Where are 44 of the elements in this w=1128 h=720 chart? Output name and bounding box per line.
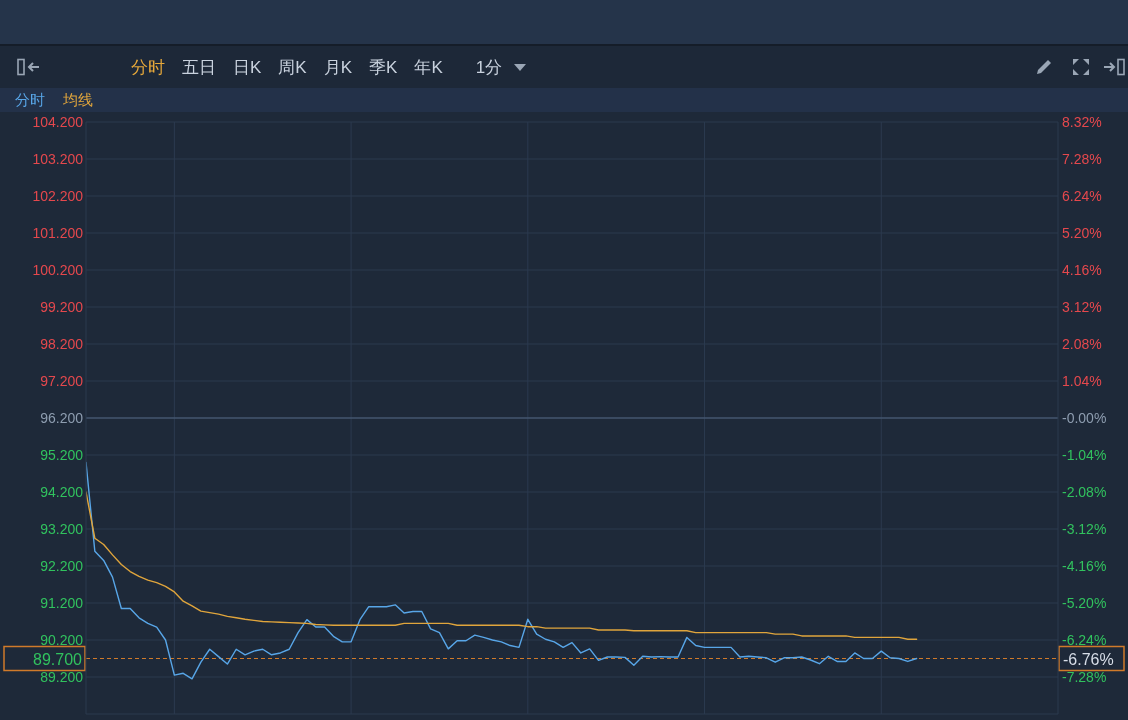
y2-tick-label: 1.04%: [1062, 373, 1102, 389]
y-tick-label: 95.200: [40, 447, 84, 463]
text: 分时: [15, 90, 45, 110]
y-tick-label: 89.200: [40, 669, 84, 685]
y2-tick-label: -7.28%: [1062, 669, 1107, 685]
text: 周K: [278, 56, 307, 79]
text: 分时: [131, 56, 165, 79]
y-tick-label: 93.200: [40, 521, 84, 537]
y2-tick-label: -0.00%: [1062, 410, 1107, 426]
y2-tick-label: -5.20%: [1062, 595, 1107, 611]
y2-tick-label: -4.16%: [1062, 558, 1107, 574]
y2-tick-label: 3.12%: [1062, 299, 1102, 315]
y2-tick-label: 2.08%: [1062, 336, 1102, 352]
y-tick-label: 100.200: [32, 262, 84, 278]
y2-tick-label: -6.24%: [1062, 632, 1107, 648]
y2-tick-label: 4.16%: [1062, 262, 1102, 278]
text: 季K: [369, 56, 398, 79]
y-tick-label: 102.200: [32, 188, 84, 204]
text: 年K: [414, 56, 443, 79]
y-tick-label: 104.200: [32, 114, 84, 130]
y-tick-label: 91.200: [40, 595, 84, 611]
y-tick-label: 96.200: [40, 410, 84, 426]
text: 日K: [233, 56, 262, 79]
y-tick-label: 99.200: [40, 299, 84, 315]
y-tick-label: 94.200: [40, 484, 84, 500]
y-tick-label: 98.200: [40, 336, 84, 352]
text: 均线: [63, 90, 93, 110]
y-tick-label: 101.200: [32, 225, 84, 241]
text: -6.76%: [1063, 650, 1114, 667]
y-tick-label: 92.200: [40, 558, 84, 574]
y2-tick-label: -1.04%: [1062, 447, 1107, 463]
y2-tick-label: 8.32%: [1062, 114, 1102, 130]
y2-tick-label: -3.12%: [1062, 521, 1107, 537]
y2-tick-label: 6.24%: [1062, 188, 1102, 204]
text: 五日: [182, 56, 216, 79]
y-tick-label: 103.200: [32, 151, 84, 167]
ref-line-label: 89.700: [33, 650, 83, 667]
y2-tick-label: 7.28%: [1062, 151, 1102, 167]
y2-tick-label: -2.08%: [1062, 484, 1107, 500]
y2-tick-label: 5.20%: [1062, 225, 1102, 241]
text: 月K: [323, 56, 353, 79]
y-tick-label: 97.200: [40, 373, 84, 389]
text: 1分: [475, 56, 503, 79]
y-tick-label: 90.200: [40, 632, 84, 648]
